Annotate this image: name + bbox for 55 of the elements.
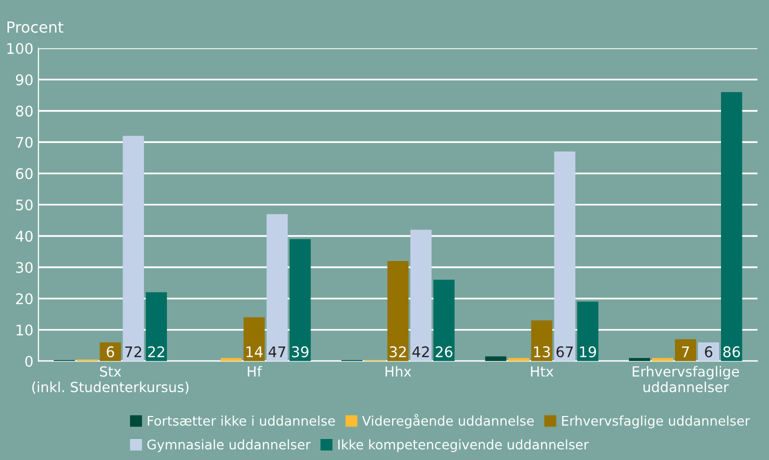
bar (628, 358, 650, 362)
bar (220, 358, 242, 362)
data-label: 6 (704, 346, 712, 358)
bar (387, 261, 409, 362)
y-tick-label: 70 (16, 136, 33, 148)
y-tick-label: 100 (7, 43, 33, 54)
data-label: 39 (292, 346, 308, 358)
legend-label: Videregående uddannelse (362, 414, 534, 428)
x-tick-label: Erhvervsfaglige uddannelser (632, 366, 739, 392)
bar (244, 317, 265, 362)
y-tick-label: 60 (16, 168, 33, 180)
data-label: 6 (106, 346, 114, 358)
bar (433, 280, 455, 362)
y-tick-label: 20 (16, 293, 33, 304)
data-label: 86 (723, 346, 740, 358)
bar (652, 358, 674, 362)
data-label: 47 (268, 346, 286, 358)
data-label: 13 (534, 346, 550, 358)
y-tick-label: 30 (16, 262, 33, 274)
bar (290, 239, 311, 362)
legend-label: Erhvervsfaglige uddannelser (562, 416, 750, 428)
data-label: 42 (412, 346, 429, 358)
bar (720, 92, 742, 362)
bar (577, 302, 598, 362)
y-tick-label: 50 (16, 199, 33, 210)
data-label: 7 (682, 346, 689, 358)
bar (485, 356, 506, 362)
legend-label: Gymnasiale uddannelser (147, 439, 311, 452)
y-tick-label: 0 (25, 356, 33, 367)
bar (531, 320, 552, 362)
bar (122, 136, 144, 362)
bar (410, 230, 432, 362)
y-tick-label: 80 (16, 106, 33, 117)
bar (146, 292, 167, 362)
bar (266, 214, 288, 362)
x-tick-label: Hhx (386, 366, 412, 377)
bar (508, 358, 530, 362)
data-label: 14 (246, 346, 263, 358)
bar (554, 152, 576, 362)
legend-label: Fortsætter ikke i uddannelse (148, 416, 335, 426)
data-label: 32 (390, 346, 406, 358)
y-tick-label: 90 (16, 74, 33, 86)
x-tick-label: Htx (531, 366, 554, 377)
data-label: 72 (125, 346, 142, 358)
x-tick-label: Hf (248, 366, 262, 377)
bar (674, 339, 696, 362)
data-label: 67 (556, 346, 573, 358)
y-axis-title: Procent (8, 21, 64, 33)
data-label: 26 (436, 346, 452, 358)
y-tick-label: 40 (16, 230, 33, 242)
data-label: 22 (148, 346, 164, 358)
legend-label: Ikke kompetencegivende uddannelser (338, 439, 589, 452)
y-tick-label: 10 (16, 324, 33, 336)
x-tick-label: Stx (inkl. Studenterkursus) (32, 366, 188, 394)
data-label: 19 (580, 346, 596, 358)
